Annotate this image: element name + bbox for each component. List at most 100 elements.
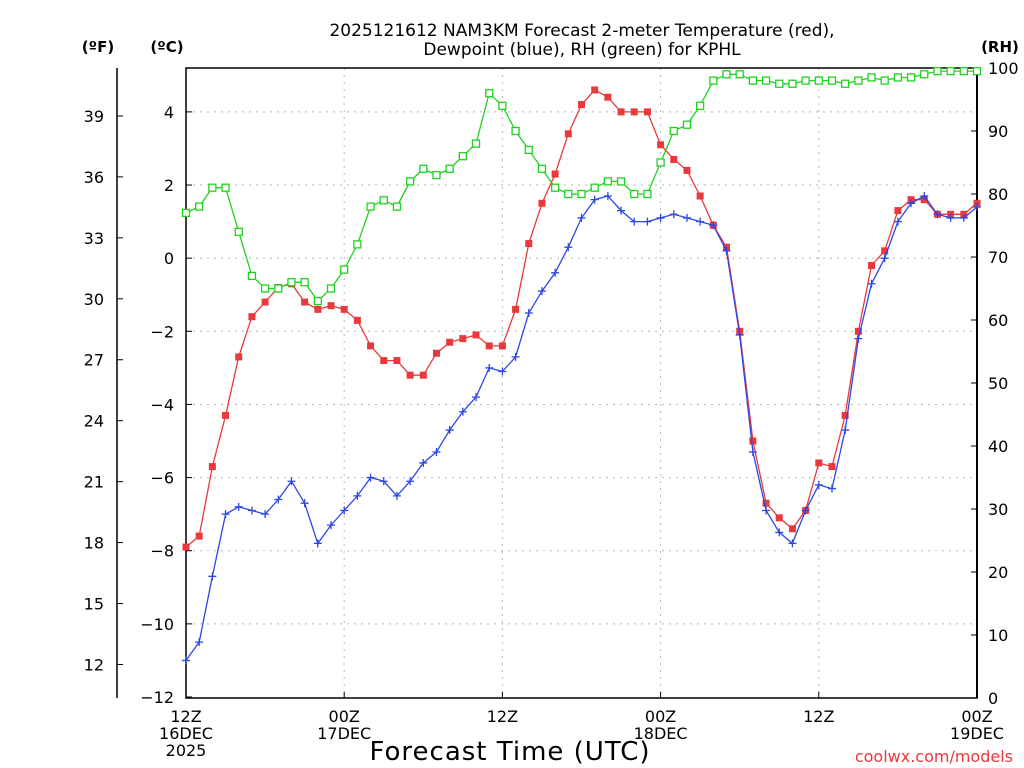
rh-tick-label: 50 bbox=[988, 374, 1008, 393]
dewpoint-point bbox=[735, 330, 744, 339]
dewpoint-point bbox=[880, 254, 889, 263]
rh-point bbox=[630, 189, 639, 199]
dewpoint-point bbox=[261, 510, 270, 519]
fahrenheit-tick-label: 12 bbox=[84, 655, 104, 674]
rh-point bbox=[827, 76, 837, 85]
dewpoint-point bbox=[392, 491, 401, 500]
dewpoint-point bbox=[762, 506, 771, 515]
2-meter-temperature-point bbox=[301, 298, 309, 306]
2-meter-temperature-point bbox=[432, 349, 440, 357]
2-meter-temperature-point bbox=[591, 86, 599, 94]
rh-point bbox=[195, 202, 204, 211]
2-meter-temperature-point bbox=[617, 108, 625, 116]
2-meter-temperature-point bbox=[841, 411, 849, 419]
dewpoint-point bbox=[933, 210, 942, 219]
rh-point bbox=[485, 89, 494, 98]
2-meter-temperature-point bbox=[327, 302, 335, 310]
2-meter-temperature-point bbox=[657, 141, 665, 149]
fahrenheit-tick-label: 36 bbox=[84, 168, 104, 187]
rh-point bbox=[550, 183, 560, 192]
dewpoint-point bbox=[458, 407, 467, 416]
2-meter-temperature-point bbox=[235, 353, 243, 361]
rh-point bbox=[972, 67, 982, 76]
2-meter-temperature-point bbox=[538, 199, 546, 207]
rh-point bbox=[933, 67, 942, 76]
rh-point bbox=[616, 177, 626, 186]
2-meter-temperature-point bbox=[749, 437, 757, 445]
rh-point bbox=[340, 265, 349, 274]
2-meter-temperature-point bbox=[472, 331, 480, 339]
rh-point bbox=[221, 183, 230, 192]
rh-tick-label: 100 bbox=[988, 59, 1019, 78]
2-meter-temperature-point bbox=[868, 261, 876, 269]
rh-point bbox=[748, 76, 758, 85]
rh-point bbox=[445, 164, 454, 173]
2-meter-temperature-point bbox=[340, 305, 348, 313]
rh-unit-label: (RH) bbox=[981, 38, 1019, 56]
x-tick-label: 18DEC bbox=[634, 724, 688, 743]
2-meter-temperature-point bbox=[894, 207, 902, 215]
2-meter-temperature-point bbox=[498, 342, 506, 350]
2-meter-temperature-point bbox=[459, 335, 467, 343]
rh-point bbox=[274, 284, 283, 293]
dewpoint-point bbox=[748, 447, 757, 456]
fahrenheit-tick-label: 33 bbox=[84, 229, 104, 248]
rh-point bbox=[682, 120, 692, 129]
dewpoint-point bbox=[366, 473, 375, 482]
plot-frame bbox=[185, 67, 978, 699]
2-meter-temperature-point bbox=[815, 459, 823, 467]
dewpoint-point bbox=[973, 202, 981, 211]
fahrenheit-tick-label: 39 bbox=[84, 107, 104, 126]
rh-point bbox=[326, 284, 336, 293]
rh-point bbox=[432, 170, 441, 180]
rh-point bbox=[906, 73, 916, 82]
dewpoint-point bbox=[656, 213, 665, 222]
dewpoint-point bbox=[643, 217, 652, 226]
rh-point bbox=[722, 70, 731, 79]
x-tick-label: 2025 bbox=[166, 741, 207, 760]
2-meter-temperature-point bbox=[485, 342, 493, 350]
dewpoint-point bbox=[537, 287, 546, 296]
rh-point bbox=[735, 70, 744, 79]
2-meter-temperature-point bbox=[670, 155, 678, 163]
fahrenheit-tick-label: 24 bbox=[84, 412, 104, 431]
rh-point bbox=[234, 227, 243, 236]
dewpoint-point bbox=[234, 502, 243, 511]
rh-point bbox=[788, 79, 797, 88]
dewpoint-point bbox=[722, 246, 731, 255]
2-meter-temperature-point bbox=[630, 108, 638, 116]
dewpoint-point bbox=[274, 495, 283, 504]
dewpoint-point bbox=[590, 195, 599, 204]
dewpoint-point bbox=[669, 210, 678, 219]
rh-point bbox=[709, 76, 718, 85]
series-layer bbox=[181, 67, 982, 665]
fahrenheit-unit-label: (ºF) bbox=[82, 38, 114, 56]
rh-point bbox=[181, 208, 191, 218]
dewpoint-point bbox=[814, 480, 823, 489]
dewpoint-point bbox=[287, 477, 296, 486]
rh-point bbox=[775, 79, 784, 88]
x-tick-label: 00Z bbox=[645, 707, 676, 726]
rh-point bbox=[880, 76, 889, 85]
rh-point bbox=[419, 164, 428, 173]
dewpoint-point bbox=[221, 510, 230, 519]
rh-point bbox=[801, 76, 810, 85]
rh-point bbox=[313, 296, 322, 306]
rh-tick-label: 20 bbox=[988, 563, 1008, 582]
dewpoint-point bbox=[379, 477, 388, 486]
dewpoint-point bbox=[511, 352, 520, 361]
celsius-tick-label: −6 bbox=[150, 469, 174, 488]
2-meter-temperature-point bbox=[367, 342, 375, 350]
dewpoint-point bbox=[472, 393, 481, 402]
2-meter-temperature-point bbox=[195, 532, 203, 540]
dewpoint-point bbox=[419, 458, 428, 467]
rh-tick-label: 60 bbox=[988, 311, 1008, 330]
celsius-unit-label: (ºC) bbox=[150, 38, 183, 56]
rh-point bbox=[458, 152, 468, 161]
chart-title-line2: Dewpoint (blue), RH (green) for KPHL bbox=[423, 40, 741, 60]
dewpoint-point bbox=[564, 243, 573, 252]
dewpoint-point bbox=[327, 521, 336, 530]
fahrenheit-tick-label: 15 bbox=[84, 595, 104, 614]
fahrenheit-tick-label: 21 bbox=[84, 473, 104, 492]
2-meter-temperature-point bbox=[419, 371, 427, 379]
